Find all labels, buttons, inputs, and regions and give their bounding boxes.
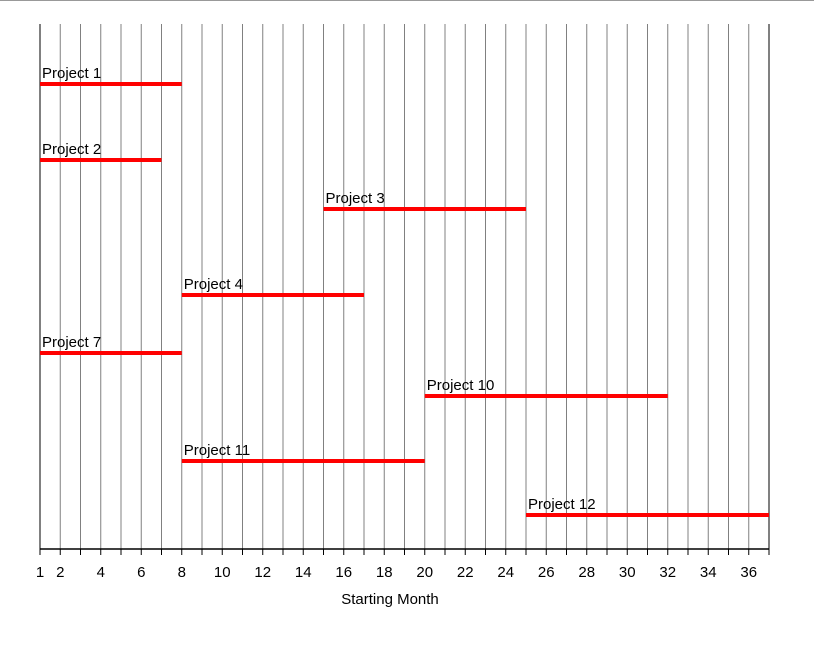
x-tick-label: 34: [700, 564, 717, 581]
x-tick-label: 24: [497, 564, 514, 581]
x-tick-label: 1: [36, 564, 44, 581]
x-tick-label: 32: [659, 564, 676, 581]
project-label: Project 11: [184, 442, 250, 459]
x-tick-label: 36: [740, 564, 757, 581]
x-tick-label: 4: [97, 564, 105, 581]
x-tick-label: 12: [254, 564, 271, 581]
x-axis-title: Starting Month: [341, 591, 439, 608]
x-axis: 1 2 4 6 8 10 12 14 16 18 20 22 24 26 28 30 32 34 36: [36, 548, 770, 581]
grid-lines: [39, 24, 770, 549]
project-label: Project 2: [42, 141, 101, 158]
project-label: Project 3: [326, 190, 385, 207]
x-tick-label: 16: [335, 564, 352, 581]
project-label: Project 7: [42, 334, 101, 351]
project-bars: Project 1 Project 2 Project 3 Project 4 Proj…: [40, 65, 769, 517]
x-tick-label: 30: [619, 564, 636, 581]
x-tick-label: 14: [295, 564, 312, 581]
x-tick-label: 6: [137, 564, 145, 581]
x-tick-label: 2: [56, 564, 64, 581]
project-label: Project 1: [42, 65, 101, 82]
x-tick-label: 22: [457, 564, 474, 581]
x-tick-label: 26: [538, 564, 555, 581]
x-tick-label: 18: [376, 564, 393, 581]
x-tick-label: 10: [214, 564, 231, 581]
x-tick-label: 28: [578, 564, 595, 581]
project-label: Project 12: [528, 496, 596, 513]
project-label: Project 4: [184, 276, 243, 293]
project-label: Project 10: [427, 377, 495, 394]
x-tick-label: 20: [416, 564, 433, 581]
x-tick-label: 8: [178, 564, 186, 581]
